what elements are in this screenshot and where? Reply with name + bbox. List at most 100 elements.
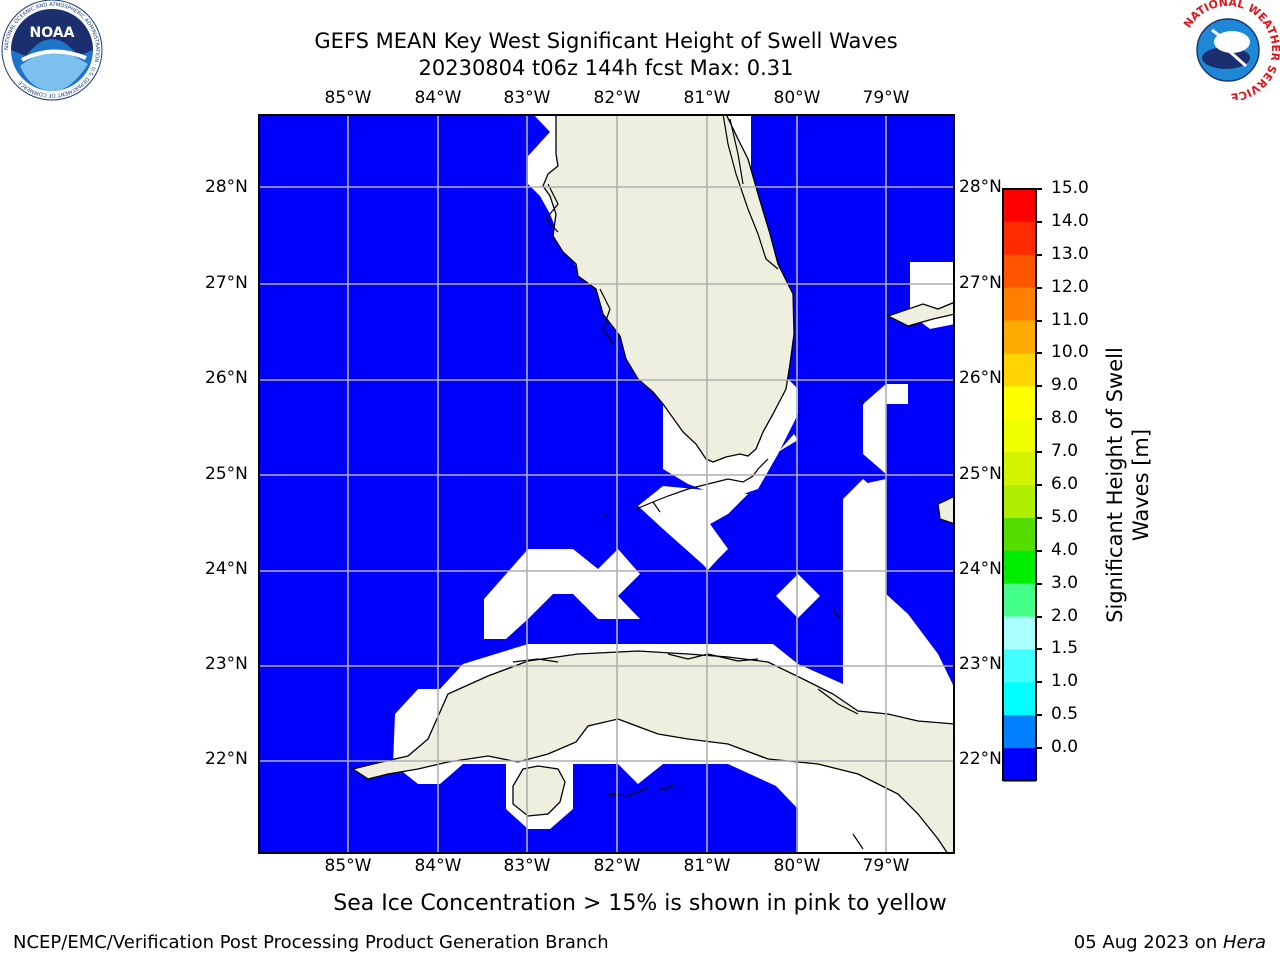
lat-label: 22°N	[959, 749, 1002, 769]
colorbar-band	[1003, 550, 1036, 585]
lon-label: 85°W	[324, 88, 372, 108]
colorbar-tick-mark	[1036, 582, 1042, 585]
footer-host: Hera	[1222, 932, 1266, 953]
colorbar-tick-label: 13.0	[1051, 243, 1089, 264]
colorbar-tick-label: 11.0	[1051, 309, 1089, 330]
lat-label: 26°N	[205, 368, 248, 388]
colorbar	[1002, 188, 1037, 782]
colorbar-tick-label: 15.0	[1051, 178, 1089, 198]
colorbar-tick-label: 10.0	[1051, 342, 1089, 363]
colorbar-band	[1003, 485, 1036, 519]
colorbar-tick-mark	[1036, 319, 1042, 322]
colorbar-ticks: 15.0 14.0 13.0 12.0 11.0 10.0 9.0 8.0 7.0 6.0 5.0 4…	[1036, 0, 1096, 960]
lon-label: 83°W	[503, 88, 551, 108]
lat-label: 22°N	[205, 749, 248, 769]
colorbar-tick-label: 3.0	[1051, 572, 1079, 593]
lon-label: 84°W	[414, 856, 462, 876]
footer-left: NCEP/EMC/Verification Post Processing Pr…	[13, 932, 609, 953]
cuba-island	[351, 650, 955, 854]
isla-de-la-juventud	[512, 765, 566, 817]
colorbar-band	[1003, 649, 1036, 683]
colorbar-tick-mark	[1036, 253, 1042, 256]
colorbar-tick-label: 1.0	[1051, 671, 1079, 692]
lat-label: 25°N	[205, 464, 248, 484]
colorbar-tick-mark	[1036, 681, 1042, 684]
colorbar-band	[1003, 386, 1036, 420]
colorbar-tick-label: 0.0	[1051, 737, 1079, 758]
lat-label: 24°N	[959, 559, 1002, 579]
lon-label: 81°W	[683, 856, 731, 876]
colorbar-tick-mark	[1036, 418, 1042, 421]
colorbar-band	[1003, 254, 1036, 289]
colorbar-tick-mark	[1036, 188, 1042, 190]
colorbar-band	[1003, 748, 1036, 782]
colorbar-tick-label: 8.0	[1051, 408, 1079, 429]
lon-label: 85°W	[324, 856, 372, 876]
lat-labels-left: 28°N 27°N 26°N 25°N 24°N 23°N 22°N	[0, 0, 256, 960]
colorbar-tick-mark	[1036, 714, 1042, 717]
colorbar-label-line1: Significant Height of Swell	[1103, 347, 1127, 623]
colorbar-tick-mark	[1036, 352, 1042, 355]
colorbar-band	[1003, 419, 1036, 453]
lon-label: 83°W	[503, 856, 551, 876]
land-masses	[351, 114, 955, 854]
graticule	[258, 114, 955, 854]
colorbar-band	[1003, 320, 1036, 355]
lon-label: 80°W	[773, 88, 821, 108]
lon-label: 81°W	[683, 88, 731, 108]
lat-label: 28°N	[959, 177, 1002, 197]
lon-label: 79°W	[862, 88, 910, 108]
lat-label: 27°N	[959, 273, 1002, 293]
noaa-logo-icon: NOAA NATIONAL OCEANIC AND ATMOSPHERIC AD…	[1, 0, 103, 101]
nws-logo-icon: NATIONAL WEATHER SERVICE	[1180, 0, 1280, 100]
chart-title-line2: 20230804 t06z 144h fcst Max: 0.31	[418, 56, 794, 80]
lon-label: 79°W	[862, 856, 910, 876]
colorbar-tick-mark	[1036, 747, 1042, 750]
colorbar-tick-mark	[1036, 484, 1042, 486]
lat-label: 26°N	[959, 368, 1002, 388]
colorbar-tick-label: 14.0	[1051, 210, 1089, 231]
colorbar-band	[1003, 616, 1036, 651]
colorbar-tick-label: 12.0	[1051, 276, 1089, 297]
lat-label: 23°N	[205, 654, 248, 674]
colorbar-tick-label: 5.0	[1051, 506, 1079, 527]
footer-date: 05 Aug 2023 on	[1073, 932, 1223, 953]
coastline-details	[512, 114, 865, 850]
colorbar-tick-mark	[1036, 220, 1042, 223]
colorbar-band	[1003, 517, 1036, 552]
lon-label: 82°W	[593, 856, 641, 876]
lon-labels-top: 85°W 84°W 83°W 82°W 81°W 80°W 79°W	[0, 88, 1000, 112]
colorbar-band	[1003, 353, 1036, 387]
colorbar-tick-mark	[1036, 549, 1042, 552]
colorbar-band	[1003, 452, 1036, 486]
swell-height-map	[258, 114, 955, 854]
colorbar-tick-label: 7.0	[1051, 441, 1079, 462]
colorbar-tick-label: 1.5	[1051, 638, 1079, 659]
colorbar-tick-mark	[1036, 516, 1042, 519]
colorbar-band	[1003, 287, 1036, 322]
andros-island	[937, 495, 955, 525]
map-frame	[258, 114, 955, 854]
lon-label: 82°W	[593, 88, 641, 108]
caption-text: Sea Ice Concentration > 15% is shown in …	[333, 891, 947, 916]
colorbar-band	[1003, 583, 1036, 618]
noaa-logo-text: NOAA	[30, 25, 75, 41]
colorbar-tick-mark	[1036, 615, 1042, 618]
colorbar-tick-label: 4.0	[1051, 539, 1079, 560]
colorbar-band	[1003, 715, 1036, 749]
colorbar-tick-label: 6.0	[1051, 474, 1079, 494]
colorbar-tick-mark	[1036, 648, 1042, 651]
colorbar-band	[1003, 682, 1036, 716]
colorbar-tick-mark	[1036, 451, 1042, 454]
colorbar-label-line2: Waves [m]	[1129, 428, 1153, 542]
grand-bahama	[886, 301, 955, 327]
lon-labels-bottom: 85°W 84°W 83°W 82°W 81°W 80°W 79°W	[0, 856, 1000, 880]
lat-label: 27°N	[205, 273, 248, 293]
colorbar-tick-mark	[1036, 385, 1042, 388]
lon-label: 84°W	[414, 88, 462, 108]
colorbar-band	[1003, 221, 1036, 256]
lat-label: 25°N	[959, 464, 1002, 484]
colorbar-bands	[1003, 189, 1036, 782]
colorbar-band	[1003, 189, 1036, 223]
colorbar-tick-label: 0.5	[1051, 704, 1079, 725]
